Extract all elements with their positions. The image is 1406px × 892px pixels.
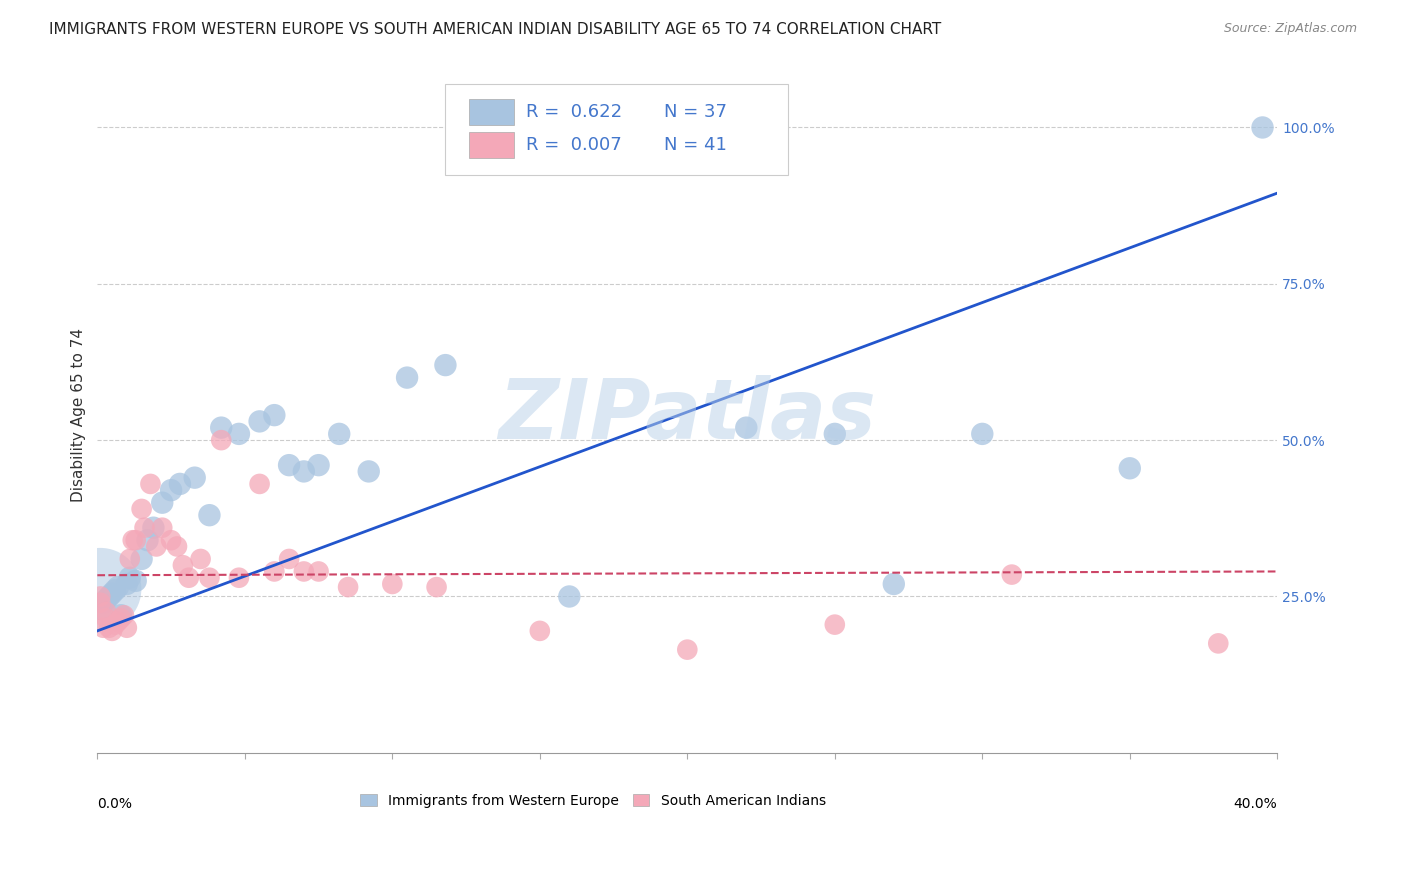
- Point: [160, 533, 183, 548]
- Point: [139, 477, 162, 491]
- Point: [1001, 567, 1024, 582]
- FancyBboxPatch shape: [470, 132, 513, 158]
- Point: [209, 420, 232, 434]
- Point: [263, 565, 285, 579]
- Point: [308, 458, 330, 472]
- Point: [883, 577, 905, 591]
- Point: [104, 583, 127, 598]
- Point: [115, 577, 138, 591]
- Point: [131, 552, 153, 566]
- Point: [150, 521, 173, 535]
- Point: [115, 621, 138, 635]
- Point: [166, 540, 188, 554]
- Point: [190, 552, 212, 566]
- Point: [357, 464, 380, 478]
- Text: IMMIGRANTS FROM WESTERN EUROPE VS SOUTH AMERICAN INDIAN DISABILITY AGE 65 TO 74 : IMMIGRANTS FROM WESTERN EUROPE VS SOUTH …: [49, 22, 942, 37]
- Point: [328, 426, 350, 441]
- Point: [249, 414, 271, 428]
- Text: ZIPatlas: ZIPatlas: [498, 375, 876, 456]
- Point: [529, 624, 551, 638]
- Text: Source: ZipAtlas.com: Source: ZipAtlas.com: [1223, 22, 1357, 36]
- Text: N = 41: N = 41: [664, 136, 727, 154]
- Text: N = 37: N = 37: [664, 103, 727, 121]
- Point: [198, 508, 221, 523]
- FancyBboxPatch shape: [446, 84, 787, 176]
- Point: [160, 483, 183, 498]
- Point: [101, 586, 124, 600]
- Point: [145, 540, 167, 554]
- Point: [110, 611, 132, 625]
- Point: [183, 470, 205, 484]
- Point: [89, 602, 111, 616]
- Point: [121, 533, 143, 548]
- Point: [824, 426, 846, 441]
- Point: [91, 596, 114, 610]
- Point: [396, 370, 419, 384]
- Point: [134, 521, 156, 535]
- FancyBboxPatch shape: [470, 99, 513, 125]
- Point: [118, 571, 141, 585]
- Point: [278, 458, 301, 472]
- Point: [177, 571, 200, 585]
- Point: [104, 617, 127, 632]
- Point: [89, 582, 111, 596]
- Point: [89, 590, 111, 604]
- Point: [150, 496, 173, 510]
- Point: [676, 642, 699, 657]
- Point: [228, 571, 250, 585]
- Point: [824, 617, 846, 632]
- Legend: Immigrants from Western Europe, South American Indians: Immigrants from Western Europe, South Am…: [354, 789, 831, 814]
- Point: [96, 605, 118, 619]
- Point: [1206, 636, 1229, 650]
- Point: [96, 611, 118, 625]
- Point: [1119, 461, 1142, 475]
- Text: 0.0%: 0.0%: [97, 797, 132, 811]
- Point: [107, 580, 129, 594]
- Point: [249, 477, 271, 491]
- Point: [426, 580, 449, 594]
- Text: 40.0%: 40.0%: [1233, 797, 1277, 811]
- Point: [263, 408, 285, 422]
- Point: [1251, 120, 1274, 135]
- Point: [125, 533, 148, 548]
- Point: [142, 521, 165, 535]
- Point: [228, 426, 250, 441]
- Point: [91, 621, 114, 635]
- Point: [558, 590, 581, 604]
- Point: [110, 608, 132, 623]
- Point: [89, 596, 111, 610]
- Point: [735, 420, 758, 434]
- Point: [96, 592, 118, 607]
- Y-axis label: Disability Age 65 to 74: Disability Age 65 to 74: [72, 328, 86, 502]
- Point: [118, 552, 141, 566]
- Point: [107, 615, 129, 629]
- Point: [98, 621, 121, 635]
- Text: R =  0.622: R = 0.622: [526, 103, 621, 121]
- Point: [169, 477, 191, 491]
- Point: [292, 565, 315, 579]
- Point: [972, 426, 994, 441]
- Point: [98, 590, 121, 604]
- Point: [209, 433, 232, 447]
- Point: [381, 577, 404, 591]
- Point: [172, 558, 194, 573]
- Point: [292, 464, 315, 478]
- Point: [125, 574, 148, 588]
- Point: [101, 624, 124, 638]
- Point: [136, 533, 159, 548]
- Point: [131, 502, 153, 516]
- Point: [198, 571, 221, 585]
- Text: R =  0.007: R = 0.007: [526, 136, 621, 154]
- Point: [278, 552, 301, 566]
- Point: [112, 608, 135, 623]
- Point: [308, 565, 330, 579]
- Point: [434, 358, 457, 372]
- Point: [337, 580, 360, 594]
